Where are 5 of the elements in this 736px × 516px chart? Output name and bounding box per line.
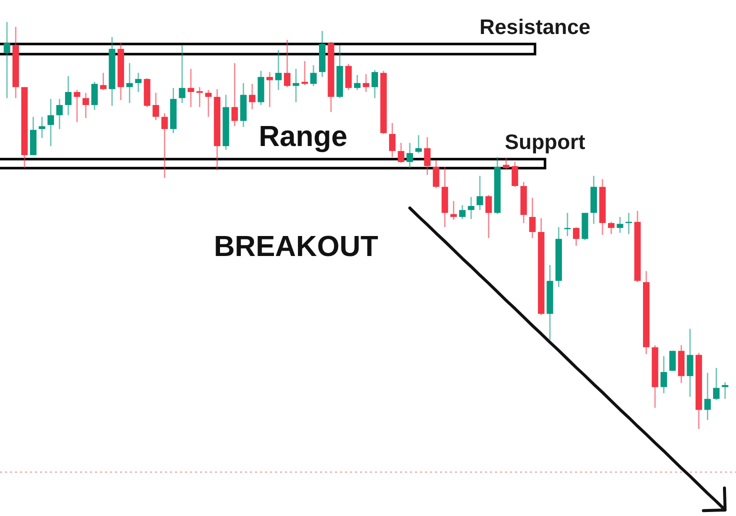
band-label: Support — [504, 131, 586, 154]
annotation: Range — [258, 121, 348, 153]
candlestick — [669, 350, 676, 372]
band-label: Resistance — [480, 16, 590, 39]
annotation: BREAKOUT — [214, 231, 378, 263]
